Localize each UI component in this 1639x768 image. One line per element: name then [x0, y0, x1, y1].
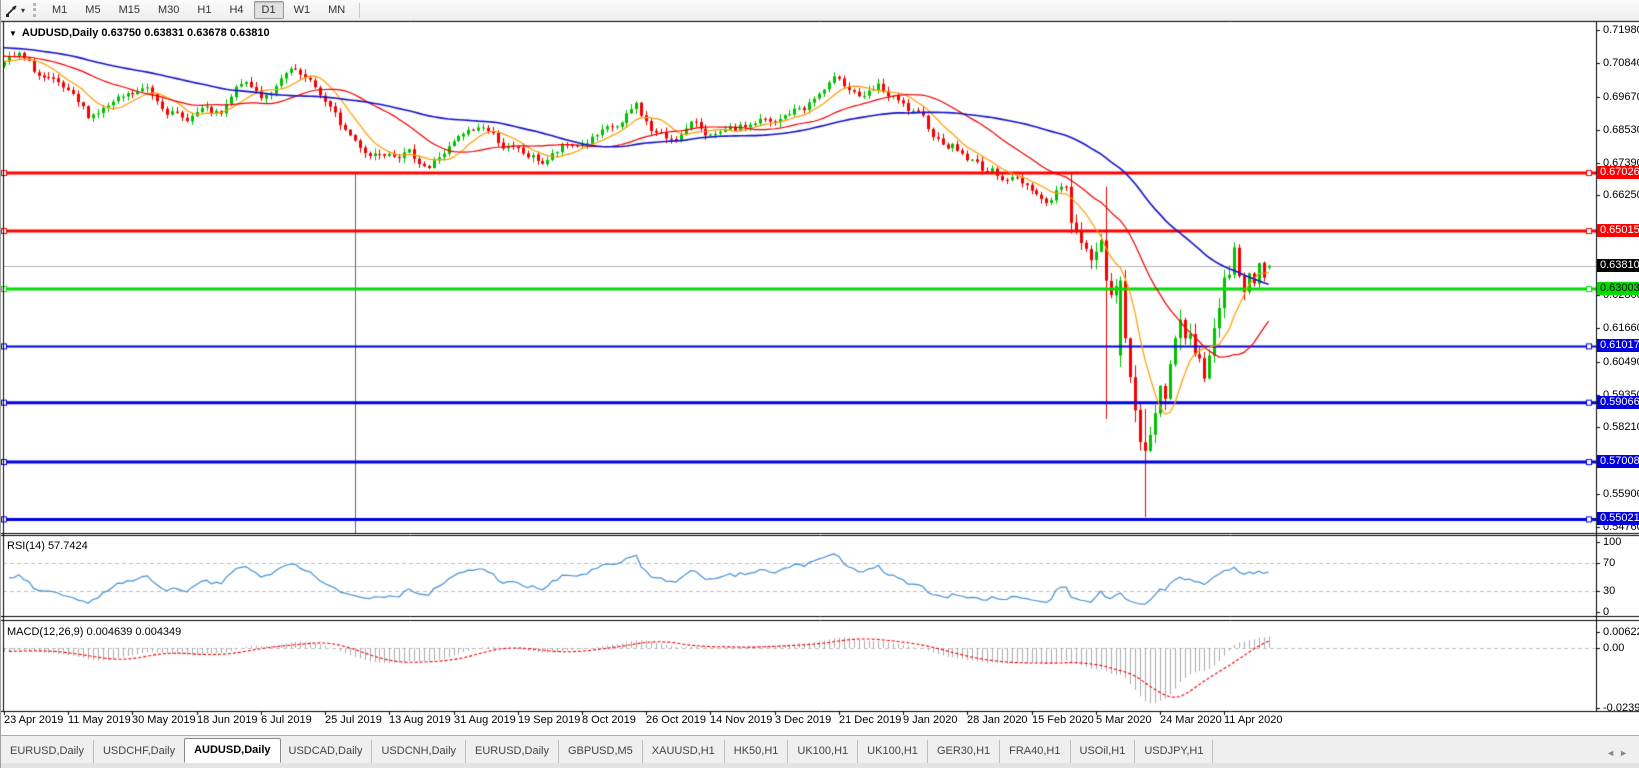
- tab-scroll-right-icon[interactable]: ►: [1619, 748, 1632, 758]
- chart-symbol-label: AUDUSD,Daily: [21, 27, 99, 39]
- timeframe-toolbar: ▾ M1 M5 M15 M30 H1 H4 D1 W1 MN: [1, 0, 1639, 21]
- timeframe-button-d1[interactable]: D1: [253, 1, 284, 19]
- chart-tab-1[interactable]: USDCHF,Daily: [94, 740, 186, 763]
- chart-tab-8[interactable]: HK50,H1: [725, 740, 789, 763]
- timeframe-button-mn[interactable]: MN: [328, 4, 346, 16]
- chart-tab-6[interactable]: GBPUSD,M5: [559, 740, 643, 763]
- chart-tab-bar: EURUSD,Daily USDCHF,Daily AUDUSD,Daily USDC…: [1, 735, 1639, 763]
- toolbar-grip[interactable]: [33, 3, 37, 17]
- chart-tab-5[interactable]: EURUSD,Daily: [466, 740, 559, 763]
- timeframe-button-w1[interactable]: W1: [293, 4, 311, 16]
- chart-tab-13[interactable]: USOil,H1: [1071, 740, 1136, 763]
- cursor-tool-dropdown-icon[interactable]: ▾: [21, 5, 26, 15]
- price-chart-canvas[interactable]: [1, 0, 1639, 735]
- chart-ohlc-values: 0.63750 0.63831 0.63678 0.63810: [101, 27, 270, 39]
- window-bottom-strip: [1, 763, 1639, 768]
- timeframe-button-h1[interactable]: H1: [197, 4, 212, 16]
- timeframe-button-m5[interactable]: M5: [85, 4, 101, 16]
- chart-tab-2[interactable]: AUDUSD,Daily: [184, 738, 281, 763]
- timeframe-button-m1[interactable]: M1: [52, 4, 68, 16]
- chart-tab-12[interactable]: FRA40,H1: [1000, 740, 1071, 763]
- toolbar-separator: [359, 2, 361, 18]
- chart-tab-10[interactable]: UK100,H1: [858, 740, 928, 763]
- tab-scroll-buttons[interactable]: ◄►: [1598, 743, 1639, 763]
- rsi-indicator-label: RSI(14) 57.7424: [7, 540, 88, 552]
- chart-tab-11[interactable]: GER30,H1: [928, 740, 1001, 763]
- chart-tab-4[interactable]: USDCNH,Daily: [372, 740, 467, 763]
- symbol-dropdown-icon[interactable]: ▼: [9, 29, 17, 38]
- chart-tab-3[interactable]: USDCAD,Daily: [280, 740, 373, 763]
- timeframe-buttons: M1 M5 M15 M30 H1 H4 D1 W1 MN: [43, 1, 354, 19]
- cursor-tool-icon[interactable]: [4, 2, 20, 18]
- timeframe-button-m15[interactable]: M15: [118, 4, 140, 16]
- chart-tab-9[interactable]: UK100,H1: [788, 740, 859, 763]
- chart-tab-0[interactable]: EURUSD,Daily: [1, 740, 94, 763]
- tab-scroll-left-icon[interactable]: ◄: [1606, 748, 1620, 758]
- timeframe-button-m30[interactable]: M30: [157, 4, 180, 16]
- chart-header: ▼ AUDUSD,Daily 0.63750 0.63831 0.63678 0.…: [9, 27, 270, 39]
- chart-tab-7[interactable]: XAUUSD,H1: [643, 740, 725, 763]
- chart-tab-14[interactable]: USDJPY,H1: [1135, 740, 1214, 763]
- macd-indicator-label: MACD(12,26,9) 0.004639 0.004349: [7, 626, 182, 638]
- timeframe-button-h4[interactable]: H4: [229, 4, 244, 16]
